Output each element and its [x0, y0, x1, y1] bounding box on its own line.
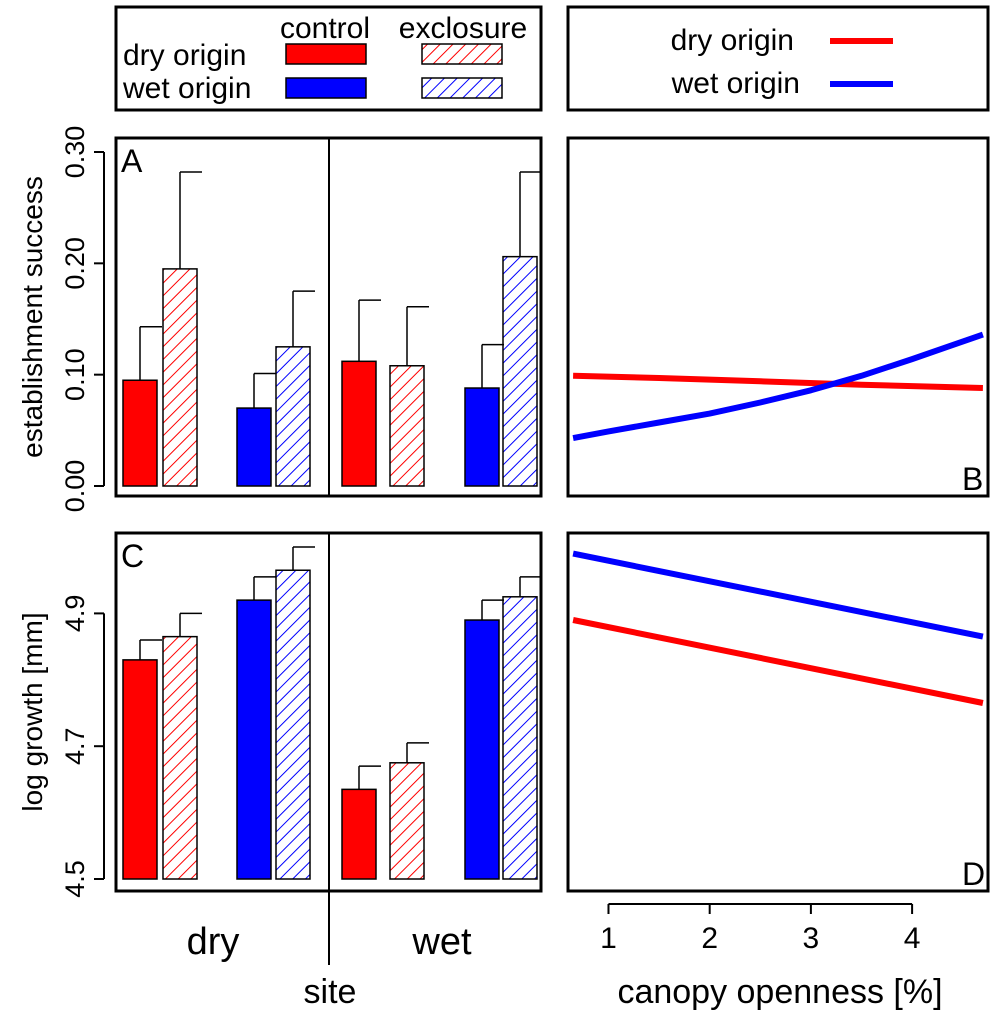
legend-swatch-dry-control: [285, 43, 367, 65]
bar-a-wet-site-wet-exclosure: [502, 255, 538, 487]
bar-a-dry-site-wet-exclosure: [275, 346, 311, 487]
panel-letter-b: B: [962, 461, 983, 497]
panel-a-ylabel: establishment success: [17, 176, 48, 458]
bar-a-wet-site-dry-control: [341, 360, 377, 487]
panel-c-xlabel: site: [304, 973, 357, 1010]
panel-b-frame: [566, 136, 990, 498]
bar-a-dry-site-dry-exclosure: [162, 268, 198, 487]
legend-swatch-wet-exclosure: [421, 77, 503, 99]
legend-row-wet: wet origin: [122, 72, 251, 105]
panel-c-ytick-label: 4.9: [60, 595, 90, 633]
panel-a-ytick-label: 0.20: [60, 237, 90, 290]
panel-d-xtick-label: 2: [701, 922, 718, 955]
panel-c-ytick-label: 4.7: [60, 727, 90, 765]
site-label-dry: dry: [187, 921, 240, 963]
bar-c-dry-site-wet-control: [236, 599, 272, 880]
line-d-dry-origin: [572, 617, 984, 706]
bar-a-dry-site-wet-control: [236, 407, 272, 487]
panel-letter-c: C: [121, 538, 144, 574]
panel-a-ytick-label: 0.10: [60, 348, 90, 401]
bar-a-dry-site-dry-control: [122, 379, 158, 487]
panel-d-xtick-label: 4: [904, 922, 921, 955]
bar-a-wet-site-dry-exclosure: [389, 365, 425, 487]
legend-right-wet: wet origin: [671, 67, 800, 100]
bar-a-wet-site-wet-control: [464, 387, 500, 487]
legend-col-control: control: [280, 12, 370, 45]
bar-c-dry-site-wet-exclosure: [275, 569, 311, 880]
line-d-wet-origin: [572, 550, 984, 640]
panel-letter-a: A: [121, 143, 143, 179]
legend-left: control exclosure dry origin wet origin: [114, 5, 543, 112]
bar-c-wet-site-dry-control: [341, 788, 377, 880]
legend-swatch-wet-control: [285, 77, 367, 99]
bar-c-wet-site-wet-exclosure: [502, 596, 538, 880]
panel-a-ytick-label: 0.30: [60, 126, 90, 179]
bar-c-wet-site-dry-exclosure: [389, 762, 425, 880]
legend-right-dry: dry origin: [671, 24, 794, 57]
panel-d-frame: [566, 531, 990, 893]
panel-a-ytick-label: 0.00: [60, 460, 90, 513]
site-label-wet: wet: [411, 921, 472, 963]
legend-left-frame: [114, 5, 543, 112]
legend-col-exclosure: exclosure: [399, 12, 527, 45]
legend-row-dry: dry origin: [123, 39, 246, 72]
panel-d-xtick-label: 1: [600, 922, 617, 955]
bar-c-dry-site-dry-control: [122, 659, 158, 880]
panel-d-xtick-label: 3: [803, 922, 820, 955]
line-b-wet-origin: [572, 331, 984, 442]
legend-swatch-dry-exclosure: [421, 43, 503, 65]
panel-c-ylabel: log growth [mm]: [17, 612, 48, 811]
panel-d-xlabel: canopy openness [%]: [617, 973, 942, 1010]
bar-c-wet-site-wet-control: [464, 619, 500, 880]
chart-marks: 0.00 0.10 0.20 0.30 4.5 4.7 4.9 1 2 3 4: [60, 126, 984, 955]
legend-right: dry origin wet origin: [566, 5, 990, 112]
legend-right-frame: [566, 5, 990, 112]
line-b-dry-origin: [573, 372, 983, 391]
panel-letter-d: D: [962, 856, 985, 892]
bar-c-dry-site-dry-exclosure: [162, 635, 198, 880]
panel-c-ytick-label: 4.5: [60, 860, 90, 898]
